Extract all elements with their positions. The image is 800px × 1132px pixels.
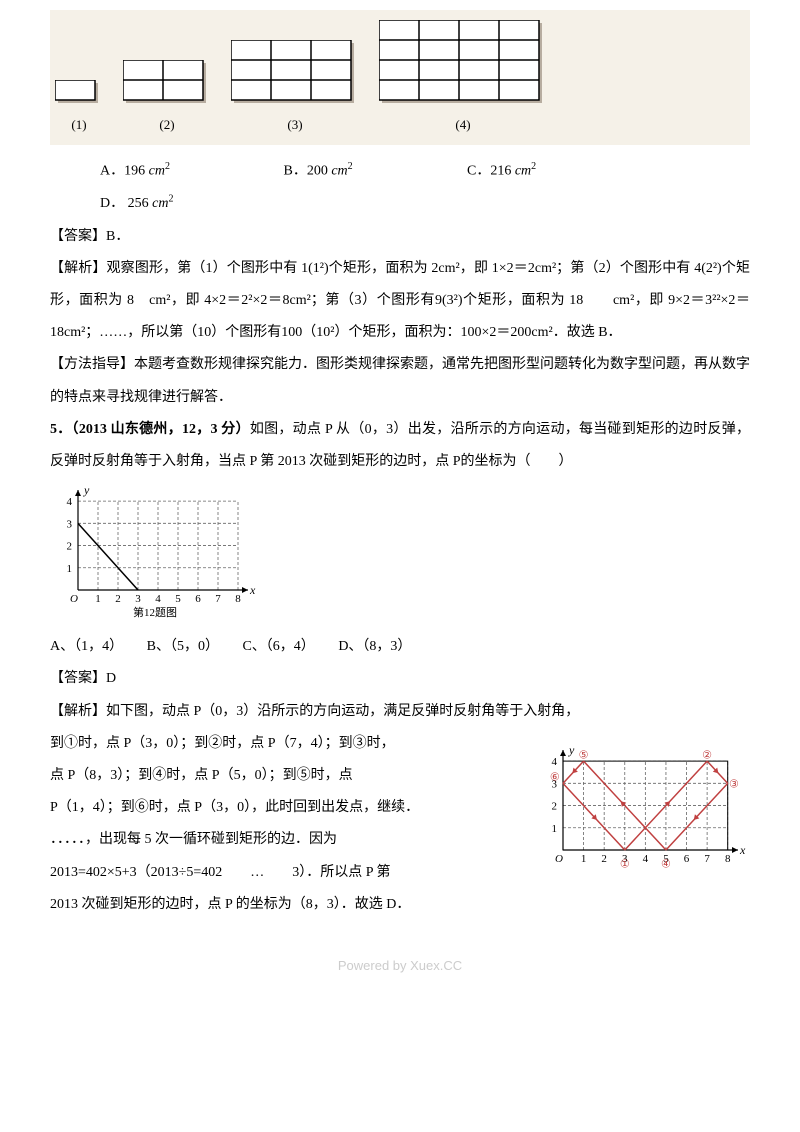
svg-text:4: 4 (155, 593, 161, 605)
method-guide: 【方法指导】本题考查数形规律探究能力．图形类规律探索题，通常先把图形型问题转化为… (50, 349, 750, 413)
figure-sequence: (1)(2)(3)(4) (50, 10, 750, 145)
option-d-text: D． 256 (100, 196, 152, 211)
watermark: Powered by Xuex.CC (50, 951, 750, 981)
svg-text:2: 2 (601, 853, 607, 865)
q5-option-d: D、（8，3） (338, 631, 411, 663)
svg-text:4: 4 (67, 496, 73, 508)
analysis-2-chart: 123456781234Oxy①②③④⑤⑥ (535, 738, 750, 891)
unit: cm (331, 164, 347, 179)
option-a: A．196 cm2 (100, 155, 280, 188)
svg-text:6: 6 (195, 593, 201, 605)
q5-option-b: B、（5，0） (147, 631, 219, 663)
svg-text:x: x (739, 843, 746, 857)
svg-text:8: 8 (725, 853, 731, 865)
svg-text:x: x (249, 583, 256, 597)
option-a-text: A．196 (100, 164, 149, 179)
svg-text:y: y (83, 483, 90, 497)
option-d: D． 256 cm2 (100, 196, 173, 211)
svg-text:1: 1 (581, 853, 587, 865)
svg-text:O: O (70, 593, 78, 605)
answer-2-label: 【答案】D (50, 663, 750, 695)
svg-text:③: ③ (729, 778, 739, 790)
answer-label: 【答案】B． (50, 221, 750, 253)
svg-text:①: ① (620, 858, 630, 870)
svg-text:2: 2 (115, 593, 121, 605)
svg-text:6: 6 (684, 853, 690, 865)
options-row-2: D． 256 cm2 (50, 188, 750, 221)
q5-option-a: A、（1，4） (50, 631, 123, 663)
question-5: 5．（2013 山东德州，12，3 分）如图，动点 P 从（0，3）出发，沿所示… (50, 414, 750, 478)
svg-text:3: 3 (67, 518, 73, 530)
option-c: C．216 cm2 (467, 155, 647, 188)
svg-text:y: y (568, 743, 575, 757)
svg-text:5: 5 (175, 593, 181, 605)
svg-text:7: 7 (704, 853, 710, 865)
unit: cm (149, 164, 165, 179)
q5-chart: 1 2 3 4 5 6 7 8 1 2 3 4 Ox y 第12题图 (50, 478, 750, 631)
svg-text:4: 4 (643, 853, 649, 865)
svg-text:1: 1 (95, 593, 101, 605)
svg-text:O: O (555, 853, 563, 865)
svg-text:⑤: ⑤ (579, 749, 589, 761)
options-row-1: A．196 cm2 B．200 cm2 C．216 cm2 (50, 155, 750, 188)
svg-text:1: 1 (552, 823, 558, 835)
svg-text:第12题图: 第12题图 (133, 605, 177, 618)
svg-text:⑥: ⑥ (550, 771, 560, 783)
svg-text:3: 3 (135, 593, 141, 605)
svg-text:8: 8 (235, 593, 241, 605)
svg-text:1: 1 (67, 563, 73, 575)
svg-text:7: 7 (215, 593, 221, 605)
unit: cm (152, 196, 168, 211)
analysis-1: 【解析】观察图形，第（1）个图形中有 1(1²)个矩形，面积为 2cm²，即 1… (50, 253, 750, 350)
svg-text:④: ④ (661, 858, 671, 870)
analysis-2-wrap: 123456781234Oxy①②③④⑤⑥ 到①时，点 P（3，0）；到②时，点… (50, 728, 750, 921)
option-b: B．200 cm2 (284, 155, 464, 188)
svg-text:②: ② (702, 749, 712, 761)
q5-options: A、（1，4） B、（5，0） C、（6，4） D、（8，3） (50, 631, 750, 663)
q5-option-c: C、（6，4） (242, 631, 314, 663)
svg-text:2: 2 (67, 541, 73, 553)
analysis-2-intro: 【解析】如下图，动点 P（0，3）沿所示的方向运动，满足反弹时反射角等于入射角， (50, 696, 750, 728)
option-c-text: C．216 (467, 164, 515, 179)
svg-text:2: 2 (552, 800, 558, 812)
q5-prefix: 5．（2013 山东德州，12，3 分） (50, 422, 250, 437)
option-b-text: B．200 (284, 164, 332, 179)
unit: cm (515, 164, 531, 179)
svg-text:4: 4 (552, 756, 558, 768)
